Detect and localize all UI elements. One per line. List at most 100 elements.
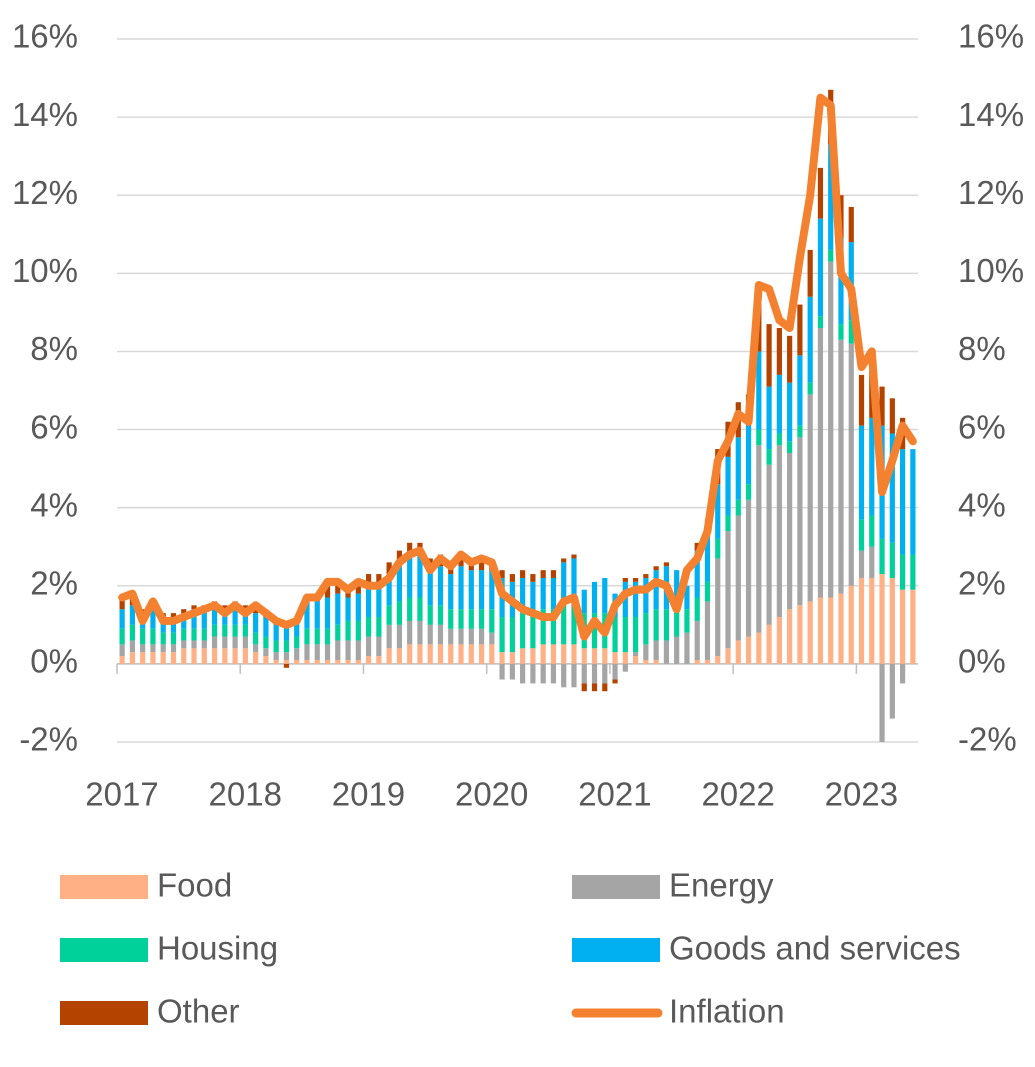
y-tick-label: 12% (12, 174, 78, 211)
bar-segment (376, 617, 382, 637)
bar-segment (468, 628, 474, 645)
y2-tick-label: 4% (958, 486, 1006, 523)
bar-segment (643, 577, 649, 614)
bar-segment (119, 597, 125, 610)
bar-segment (879, 574, 885, 664)
bar-segment (222, 648, 228, 664)
bar-segment (869, 546, 875, 578)
bar-segment (242, 636, 248, 649)
legend-label: Housing (157, 930, 278, 967)
bar-segment (653, 570, 659, 610)
y-tick-label: 8% (30, 330, 78, 367)
bar-segment (304, 601, 310, 629)
bar-segment (294, 636, 300, 649)
bar-segment (499, 617, 505, 653)
bar-segment (889, 577, 895, 664)
bar-segment (797, 355, 803, 426)
bar-segment (879, 538, 885, 575)
bar-segment (735, 515, 741, 641)
bar-segment (674, 636, 680, 664)
bar-segment (561, 558, 567, 563)
bar-segment (129, 624, 136, 641)
bar-segment (817, 316, 824, 329)
bar-segment (643, 644, 649, 660)
bar-segment (899, 589, 906, 664)
bar-segment (407, 554, 413, 598)
bar-segment (427, 605, 433, 625)
bar-segment (540, 663, 546, 684)
bar-segment (889, 398, 895, 434)
bar-segment (407, 542, 413, 555)
bar-segment (365, 636, 372, 657)
bar-segment (294, 648, 300, 660)
bar-segment (704, 531, 711, 582)
bar-segment (602, 648, 608, 664)
bar-segment (242, 648, 248, 664)
bar-segment (417, 597, 423, 621)
bar-segment (848, 206, 854, 243)
bar-segment (253, 644, 259, 653)
bar-segment (571, 554, 577, 559)
bar-segment (817, 328, 824, 598)
bar-segment (211, 605, 218, 625)
bar-segment (828, 144, 834, 250)
bar-segment (119, 628, 125, 645)
bar-segment (129, 605, 136, 625)
bar-segment (140, 644, 146, 653)
bar-segment (396, 601, 403, 625)
bar-segment (396, 562, 403, 602)
bar-segment (150, 609, 156, 629)
bar-segment (735, 437, 741, 500)
bar-segment (787, 335, 793, 383)
bar-segment (345, 620, 351, 641)
bar-segment (787, 441, 793, 453)
bar-segment (766, 324, 772, 387)
bar-segment (489, 570, 495, 610)
bar-segment (335, 624, 341, 641)
bar-segment (304, 628, 310, 645)
bar-segment (663, 640, 670, 664)
bar-segment (735, 640, 741, 664)
bar-segment (530, 663, 536, 684)
y2-tick-label: 16% (958, 18, 1024, 55)
bar-segment (889, 433, 895, 543)
legend-label: Inflation (669, 993, 785, 1030)
bar-segment (520, 570, 526, 578)
bar-segment (828, 261, 834, 598)
legend-label: Food (157, 867, 232, 904)
bar-segment (386, 624, 392, 649)
bar-segment (191, 609, 197, 629)
bar-segment (848, 343, 854, 586)
bar-segment (776, 374, 782, 434)
bar-segment (858, 519, 865, 551)
bar-segment (653, 609, 659, 641)
bar-segment (694, 659, 700, 664)
bar-segment (745, 636, 752, 664)
bar-segment (478, 628, 485, 645)
bar-segment (694, 597, 700, 621)
bar-segment (766, 624, 772, 664)
bar-segment (376, 585, 382, 618)
bar-segment (407, 644, 413, 664)
bar-segment (807, 296, 813, 383)
y2-tick-label: 12% (958, 174, 1024, 211)
bar-segment (581, 589, 587, 614)
bar-segment (232, 648, 238, 664)
bar-segment (612, 663, 618, 680)
inflation-line (118, 93, 917, 641)
bar-segment (324, 659, 331, 664)
bar-segment (889, 542, 895, 578)
bar-segment (458, 609, 464, 629)
y-tick-label: 2% (30, 564, 78, 601)
bar-segment (263, 648, 269, 657)
bar-segment (571, 663, 577, 688)
bar-segment (828, 249, 834, 262)
bar-segment (632, 656, 639, 664)
bar-segment (386, 605, 392, 625)
bar-segment (437, 644, 444, 664)
bar-segment (745, 425, 752, 485)
bar-segment (674, 609, 680, 637)
bar-segment (376, 574, 382, 586)
bar-segment (787, 382, 793, 442)
bar-segment (191, 648, 197, 664)
